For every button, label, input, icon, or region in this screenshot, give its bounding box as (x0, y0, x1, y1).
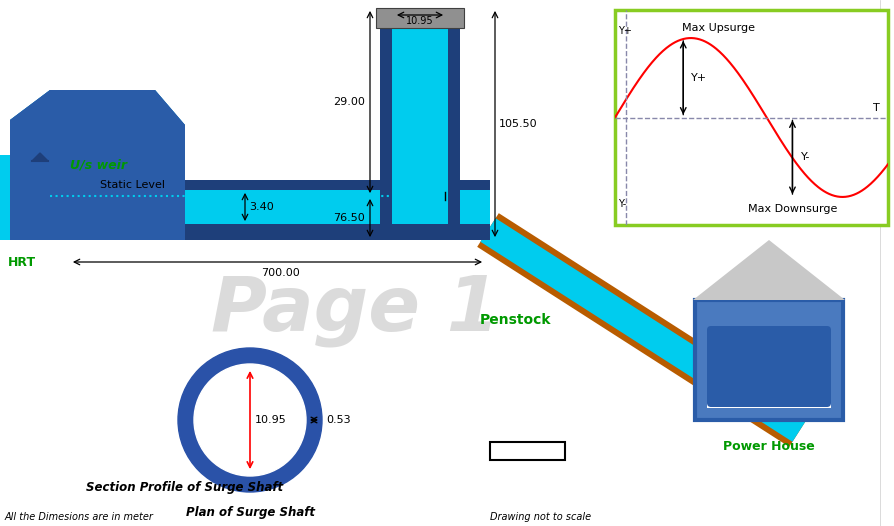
Text: Plan of Surge Shaft: Plan of Surge Shaft (185, 506, 315, 519)
Text: Y-: Y- (801, 152, 810, 162)
Text: Section Profile of Surge Shaft: Section Profile of Surge Shaft (87, 481, 283, 494)
Text: 29.00: 29.00 (333, 97, 365, 107)
Text: U/s weir: U/s weir (70, 158, 127, 171)
Bar (448, 8, 460, 240)
Text: Drawing not to scale: Drawing not to scale (490, 512, 591, 522)
Text: 76.50: 76.50 (333, 213, 365, 223)
Text: 3.40: 3.40 (249, 202, 274, 212)
Polygon shape (693, 240, 845, 300)
Polygon shape (480, 218, 807, 442)
Text: Max Downsurge: Max Downsurge (747, 204, 837, 214)
Bar (376, 8, 464, 28)
Bar (490, 442, 565, 460)
Text: 10.95: 10.95 (255, 415, 287, 425)
Text: Max Upsurge: Max Upsurge (682, 23, 755, 33)
Text: 700.00: 700.00 (261, 268, 299, 278)
Bar (707, 332, 831, 408)
Bar (380, 8, 392, 240)
Text: T: T (873, 103, 880, 113)
Polygon shape (32, 153, 48, 161)
Text: 105.50: 105.50 (499, 119, 537, 129)
Bar (392, 28, 448, 224)
Text: Penstock: Penstock (480, 313, 552, 327)
Polygon shape (0, 90, 185, 240)
Bar (0, 224, 490, 240)
Bar (0, 180, 490, 190)
Text: All the Dimesions are in meter: All the Dimesions are in meter (5, 512, 154, 522)
Text: Power House: Power House (723, 440, 814, 453)
Circle shape (194, 364, 306, 476)
Text: 0.53: 0.53 (326, 415, 350, 425)
Polygon shape (477, 213, 811, 447)
Text: Y-: Y- (618, 199, 626, 209)
Text: HRT: HRT (8, 256, 36, 268)
Bar (695, 300, 843, 420)
Text: Y+: Y+ (618, 26, 631, 36)
Polygon shape (10, 90, 185, 240)
Bar (0, 190, 490, 224)
Text: Page 1: Page 1 (211, 273, 500, 347)
Bar (695, 300, 843, 420)
Text: Static Level: Static Level (100, 180, 165, 190)
Polygon shape (10, 90, 185, 240)
Text: 10.95: 10.95 (406, 16, 434, 26)
Text: Y+: Y+ (691, 73, 707, 83)
Bar (615, 10, 888, 225)
FancyBboxPatch shape (707, 326, 831, 407)
Circle shape (178, 348, 322, 492)
Bar (0, 190, 490, 240)
